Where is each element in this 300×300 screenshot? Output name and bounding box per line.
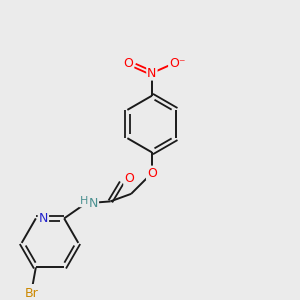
Text: Br: Br (25, 287, 39, 300)
Text: N: N (39, 212, 48, 225)
Text: O: O (123, 57, 133, 70)
Text: H: H (80, 196, 88, 206)
Text: O: O (147, 167, 157, 180)
Text: N: N (147, 67, 157, 80)
Text: O⁻: O⁻ (169, 57, 186, 70)
Text: N: N (89, 197, 98, 210)
Text: O: O (124, 172, 134, 185)
